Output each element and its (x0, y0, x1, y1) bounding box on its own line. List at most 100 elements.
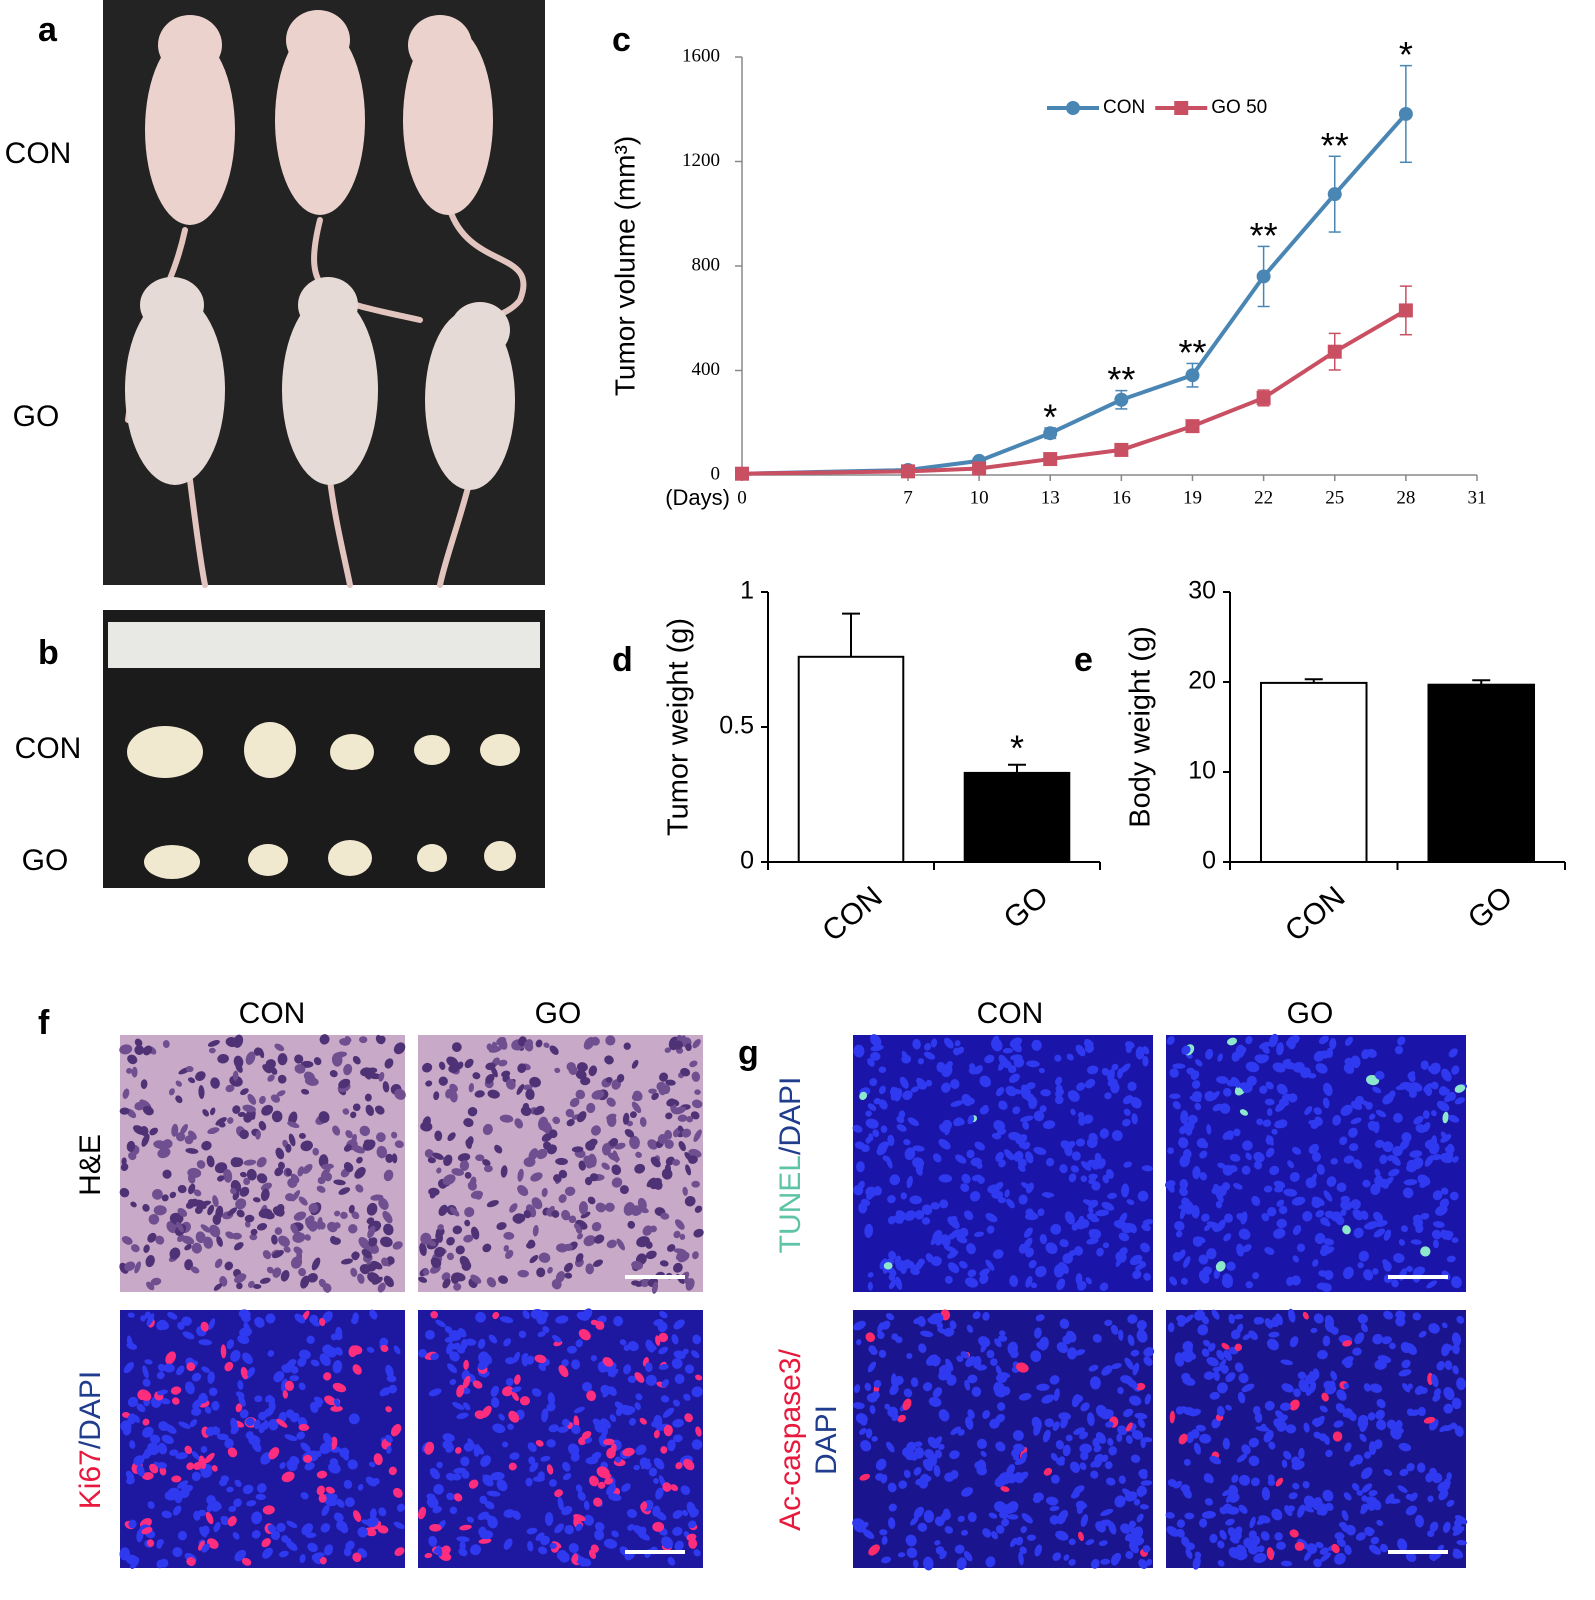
nucleus (1178, 1137, 1189, 1149)
nucleus (486, 1277, 497, 1288)
nucleus (1428, 1323, 1440, 1334)
nucleus (497, 1059, 508, 1067)
nucleus (1053, 1388, 1060, 1402)
nucleus (253, 1419, 261, 1430)
nucleus (932, 1153, 942, 1163)
nucleus (1394, 1045, 1404, 1055)
nucleus (603, 1438, 615, 1446)
nucleus (1450, 1422, 1458, 1430)
nucleus (1127, 1532, 1135, 1543)
nucleus (688, 1155, 698, 1164)
nucleus (1309, 1173, 1317, 1186)
nucleus (1375, 1109, 1387, 1118)
nucleus (674, 1373, 685, 1384)
nucleus (1112, 1552, 1122, 1563)
nucleus (1311, 1151, 1321, 1162)
nucleus (330, 1493, 338, 1501)
nucleus (376, 1145, 388, 1159)
nucleus (300, 1492, 309, 1500)
row-label: H&E (74, 1134, 107, 1196)
nucleus (1454, 1425, 1464, 1437)
nucleus (1329, 1037, 1337, 1050)
nucleus (339, 1447, 350, 1458)
nucleus (690, 1111, 700, 1120)
x-tick-label: 28 (1396, 487, 1415, 508)
nucleus (463, 1402, 471, 1411)
nucleus (859, 1473, 871, 1481)
nucleus (470, 1226, 480, 1240)
nucleus (1215, 1185, 1227, 1197)
y-tick-label: 0 (740, 847, 754, 875)
nucleus (238, 1309, 251, 1319)
nucleus (1254, 1412, 1263, 1423)
nucleus (479, 1495, 488, 1505)
nucleus (256, 1223, 268, 1231)
nucleus (122, 1088, 130, 1099)
nucleus (332, 1360, 343, 1374)
nucleus (1226, 1079, 1238, 1087)
nucleus (1139, 1504, 1149, 1510)
nucleus (449, 1379, 457, 1386)
nucleus (1194, 1309, 1206, 1321)
nucleus (547, 1392, 556, 1406)
nucleus (689, 1060, 698, 1068)
nucleus (904, 1210, 916, 1222)
nucleus (119, 1107, 130, 1115)
nucleus (198, 1339, 213, 1346)
nucleus (464, 1338, 477, 1346)
nucleus (1222, 1437, 1230, 1450)
nucleus (1218, 1359, 1227, 1371)
nucleus (419, 1242, 427, 1257)
nucleus (442, 1440, 453, 1450)
nucleus (128, 1519, 137, 1529)
nucleus (200, 1224, 211, 1233)
nucleus (169, 1191, 177, 1199)
legend-label: CON (1103, 97, 1145, 118)
nucleus (1387, 1498, 1401, 1504)
nucleus (645, 1250, 657, 1260)
nucleus (340, 1524, 349, 1534)
nucleus (684, 1364, 695, 1374)
nucleus (1400, 1225, 1408, 1233)
nucleus (887, 1134, 895, 1147)
nucleus (463, 1442, 475, 1452)
nucleus (997, 1402, 1006, 1411)
nucleus (912, 1038, 921, 1050)
nucleus (1451, 1237, 1459, 1243)
nucleus (1166, 1526, 1179, 1537)
nucleus (1427, 1495, 1434, 1503)
nucleus (1086, 1238, 1099, 1245)
nucleus (396, 1503, 405, 1512)
nucleus (963, 1210, 974, 1221)
column-label: GO (1287, 997, 1334, 1030)
nucleus (458, 1548, 468, 1557)
nucleus (642, 1225, 653, 1236)
nucleus (1192, 1166, 1201, 1180)
nucleus (976, 1438, 988, 1449)
nucleus (1209, 1391, 1220, 1400)
nucleus (614, 1142, 626, 1150)
nucleus (1259, 1085, 1268, 1094)
nucleus (646, 1177, 657, 1188)
nucleus (1236, 1453, 1248, 1463)
nucleus (578, 1160, 586, 1171)
nucleus (1436, 1100, 1450, 1112)
nucleus (860, 1440, 872, 1452)
nucleus (1343, 1155, 1355, 1164)
nucleus (1234, 1362, 1244, 1373)
nucleus (1265, 1081, 1274, 1090)
nucleus (527, 1442, 537, 1452)
nucleus (1241, 1165, 1251, 1175)
nucleus (1055, 1530, 1069, 1541)
nucleus (321, 1163, 334, 1170)
nucleus (623, 1344, 630, 1351)
nucleus (1432, 1221, 1445, 1228)
nucleus (1373, 1439, 1383, 1450)
nucleus (930, 1236, 938, 1246)
nucleus (871, 1436, 878, 1442)
nucleus (532, 1225, 539, 1237)
nucleus (1315, 1541, 1324, 1549)
nucleus (167, 1312, 178, 1320)
nucleus (856, 1161, 865, 1173)
nucleus (1253, 1151, 1265, 1163)
